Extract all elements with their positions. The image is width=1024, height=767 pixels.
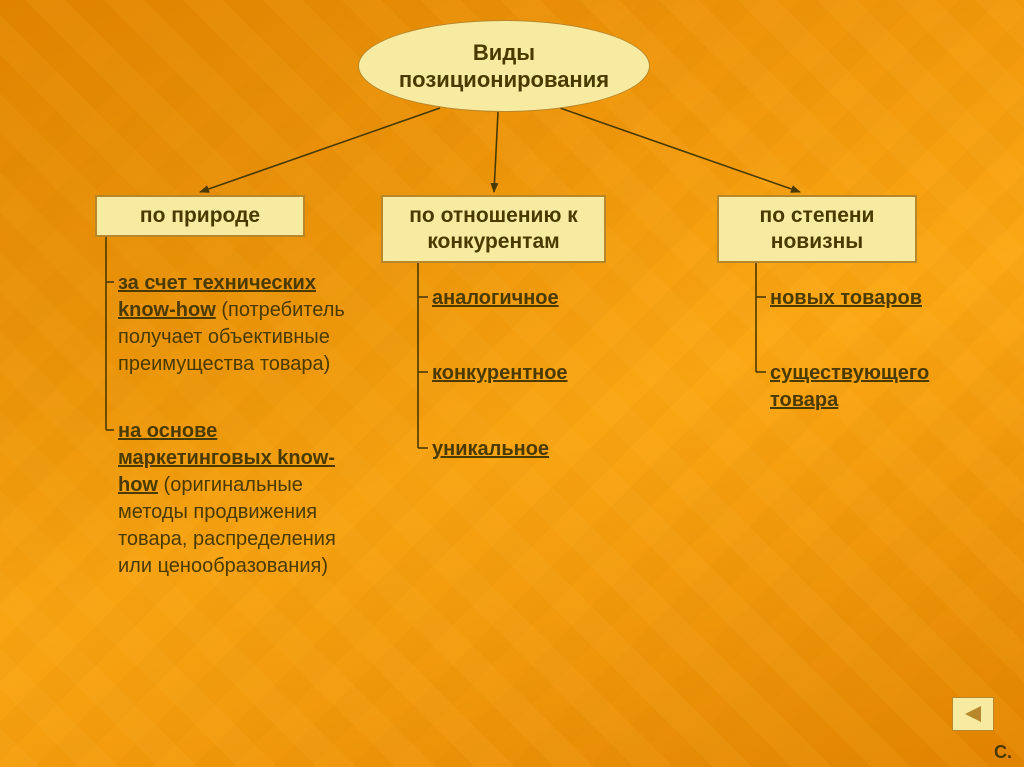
diagram-content: Виды позиционирования по природе по отнош… (0, 0, 1024, 767)
leaf-text-segment: конкурентное (432, 362, 568, 384)
footer-text: С. (994, 742, 1012, 762)
leaf-text-segment: новых товаров (770, 287, 922, 309)
leaf-item: за счет технических know-how (потребител… (118, 270, 368, 378)
leaf-item: аналогичное (432, 285, 632, 312)
root-node-label: Виды позиционирования (377, 39, 631, 94)
leaf-item: существующего товара (770, 360, 990, 414)
leaf-text-segment: аналогичное (432, 287, 559, 309)
branch-label: по отношению к конкурентам (391, 203, 596, 256)
leaf-text-segment: уникальное (432, 438, 549, 460)
branch-node-b3: по степени новизны (717, 195, 917, 263)
branch-node-b2: по отношению к конкурентам (381, 195, 606, 263)
root-node: Виды позиционирования (358, 20, 650, 112)
triangle-left-icon (963, 705, 983, 723)
leaf-item: уникальное (432, 436, 632, 463)
leaf-text-segment: существующего товара (770, 362, 929, 411)
prev-slide-button[interactable] (952, 697, 994, 731)
footer-label: С. (994, 742, 1012, 763)
leaf-item: конкурентное (432, 360, 632, 387)
leaf-item: на основе маркетинговых know-how (оригин… (118, 418, 368, 580)
leaf-item: новых товаров (770, 285, 990, 312)
branch-label: по степени новизны (727, 203, 907, 256)
branch-label: по природе (140, 203, 260, 229)
branch-node-b1: по природе (95, 195, 305, 237)
